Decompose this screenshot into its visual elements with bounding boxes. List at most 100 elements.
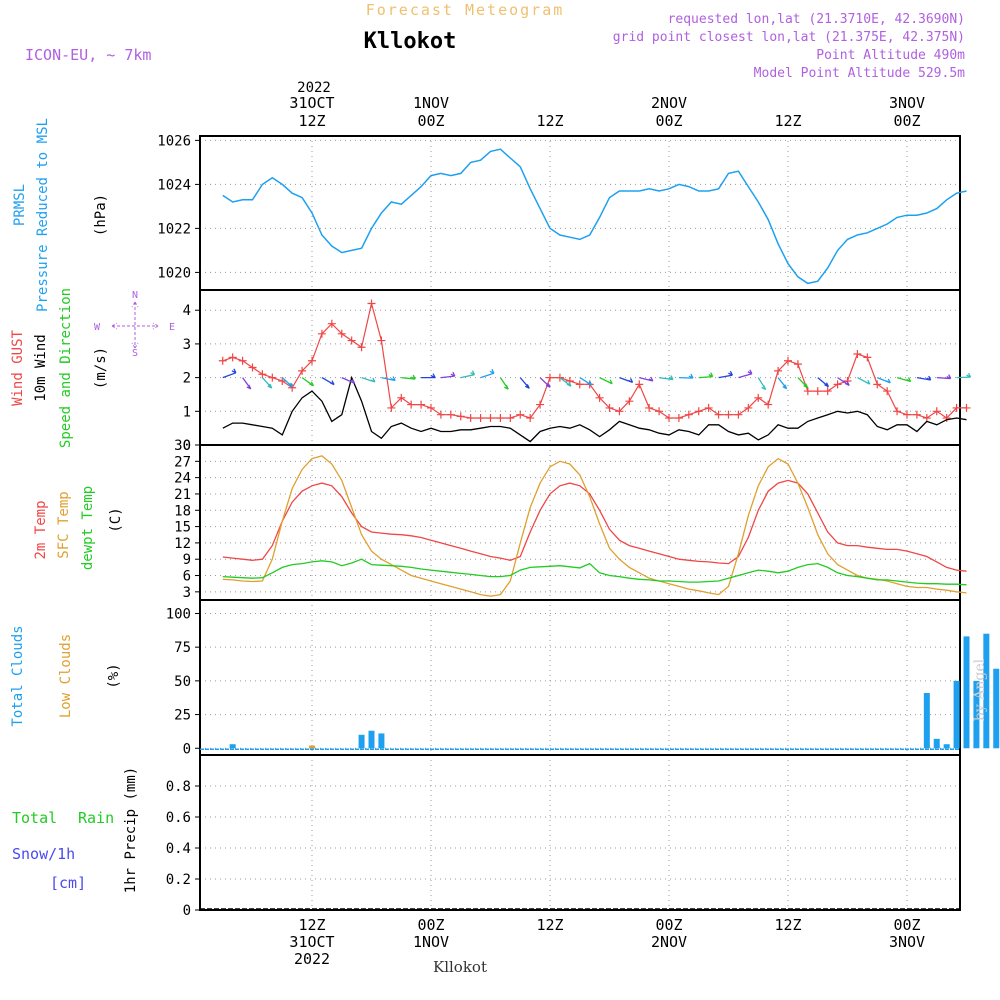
gust-line bbox=[222, 303, 967, 419]
top-time-label: 2NOV bbox=[651, 94, 687, 112]
wind-direction-arrow bbox=[678, 373, 694, 379]
y-tick-label: 0.8 bbox=[166, 779, 191, 795]
gust-marker bbox=[476, 414, 485, 423]
wind-direction-arrow bbox=[639, 376, 654, 382]
panel-frame bbox=[199, 444, 961, 601]
dewpt-label: dewpt Temp bbox=[80, 486, 96, 570]
gust-marker bbox=[496, 414, 505, 423]
top-time-label: 00Z bbox=[655, 112, 682, 130]
temp-labels: 2m Temp SFC Temp dewpt Temp (C) bbox=[33, 486, 124, 570]
wind-direction-arrow bbox=[499, 377, 509, 390]
gust-marker bbox=[605, 403, 614, 412]
total-rain-label-1: Total bbox=[12, 809, 57, 827]
gust-marker bbox=[833, 380, 842, 389]
gust-marker bbox=[714, 410, 723, 419]
gust-marker bbox=[595, 393, 604, 402]
wind-direction-arrow bbox=[757, 377, 767, 391]
gust-marker bbox=[506, 414, 515, 423]
wind-direction-arrow bbox=[956, 372, 972, 379]
y-tick-label: 21 bbox=[174, 487, 191, 503]
wind-direction-arrow bbox=[440, 371, 456, 379]
gust-marker bbox=[665, 414, 673, 423]
wind-direction-arrow bbox=[837, 377, 850, 387]
gust-marker bbox=[436, 410, 445, 419]
wind-direction-arrow bbox=[421, 373, 436, 379]
gust-marker bbox=[744, 403, 753, 412]
bottom-time-label: 3NOV bbox=[889, 933, 925, 951]
sfc-temp-label: SFC Temp bbox=[56, 491, 72, 558]
wind-direction-arrow bbox=[599, 377, 613, 385]
gust-marker bbox=[625, 397, 634, 406]
y-tick-label: 12 bbox=[174, 536, 191, 552]
wind-direction-arrow bbox=[857, 377, 871, 385]
gust-marker bbox=[903, 410, 911, 419]
location-title: Kllokot bbox=[364, 29, 457, 54]
gust-marker bbox=[734, 410, 743, 419]
gust-marker bbox=[427, 403, 435, 412]
wind-label: 10m Wind bbox=[33, 334, 49, 401]
gust-marker bbox=[546, 373, 554, 382]
wind-direction-arrow bbox=[261, 377, 273, 389]
gust-marker bbox=[407, 400, 416, 409]
wind-direction-arrow bbox=[281, 377, 294, 388]
gust-marker bbox=[942, 414, 951, 423]
cloud-labels: Total Clouds Low Clouds (%) bbox=[10, 625, 122, 726]
y-tick-label: 25 bbox=[174, 708, 191, 724]
compass-east: E bbox=[169, 322, 175, 333]
y-tick-label: 100 bbox=[166, 606, 191, 622]
y-tick-label: 75 bbox=[174, 640, 191, 656]
gust-marker bbox=[387, 403, 396, 412]
y-tick-label: 3 bbox=[183, 585, 191, 601]
gust-marker bbox=[317, 329, 326, 338]
wind-labels: Wind GUST 10m Wind Speed and Direction (… bbox=[10, 288, 175, 448]
snow-unit-label: [cm] bbox=[50, 874, 86, 892]
gust-marker bbox=[694, 407, 703, 416]
temp-unit: (C) bbox=[108, 507, 124, 532]
wind-direction-arrow bbox=[301, 377, 314, 387]
gust-marker bbox=[575, 380, 584, 389]
bottom-time-label: 12Z bbox=[536, 916, 563, 934]
pressure-labels: PRMSL Pressure Reduced to MSL (hPa) bbox=[12, 118, 109, 312]
wind-direction-arrow bbox=[460, 370, 476, 379]
credit-label: by Angel bbox=[972, 658, 988, 721]
gust-marker bbox=[774, 366, 783, 375]
wind-direction-arrow bbox=[401, 374, 416, 380]
gust-marker bbox=[417, 400, 426, 409]
top-time-label: 12Z bbox=[536, 112, 563, 130]
wind-direction-arrow bbox=[539, 377, 551, 388]
wind-direction-arrow bbox=[936, 374, 952, 380]
low-cloud-bar bbox=[309, 745, 315, 749]
snow-label: Snow/1h bbox=[12, 845, 75, 863]
bottom-time-label: 00Z bbox=[655, 916, 682, 934]
wind-direction-arrow bbox=[797, 377, 809, 389]
gust-marker bbox=[377, 336, 386, 345]
low-clouds-label: Low Clouds bbox=[58, 634, 74, 718]
gust-marker bbox=[724, 410, 733, 419]
wind-direction-arrow bbox=[559, 377, 572, 387]
y-tick-label: 15 bbox=[174, 520, 191, 536]
panel-frame bbox=[199, 599, 961, 756]
gust-marker bbox=[308, 356, 316, 365]
y-tick-label: 0.2 bbox=[166, 872, 191, 888]
gust-marker bbox=[883, 387, 892, 396]
prmsl-label: PRMSL bbox=[12, 184, 28, 226]
gust-marker bbox=[645, 403, 654, 412]
wind-direction-arrow bbox=[718, 370, 733, 379]
gust-marker bbox=[218, 356, 227, 365]
gust-marker bbox=[536, 400, 545, 409]
top-year-label: 2022 bbox=[297, 80, 331, 96]
y-tick-label: 9 bbox=[183, 552, 191, 568]
wind-direction-arrow bbox=[480, 368, 495, 379]
bottom-time-label: 12Z bbox=[298, 916, 325, 934]
wind-direction-arrow bbox=[381, 376, 396, 382]
top-time-label: 3NOV bbox=[889, 94, 925, 112]
wind-direction-arrow bbox=[341, 377, 356, 384]
total-cloud-bar bbox=[973, 680, 980, 749]
dewpt-line bbox=[222, 558, 967, 586]
grid-point-coords: grid point closest lon,lat (21.375E, 42.… bbox=[613, 30, 965, 45]
top-time-label: 00Z bbox=[893, 112, 920, 130]
wind-direction-arrow bbox=[361, 376, 376, 383]
precip-axis-label: 1hr Precip (mm) bbox=[123, 767, 139, 893]
